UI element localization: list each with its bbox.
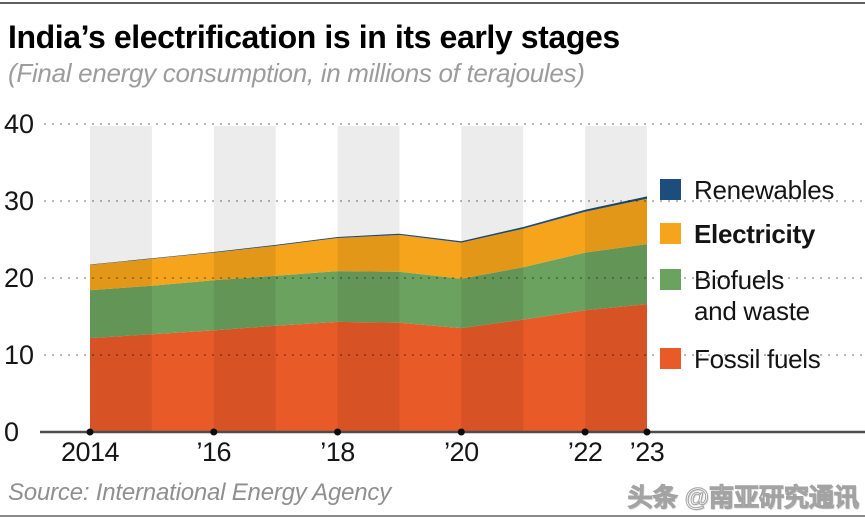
x-tick-label: 2014 [60,437,120,467]
background-band [213,126,276,431]
legend-item: Renewables [660,175,834,206]
y-tick-label: 30 [4,186,35,216]
top-divider [0,2,865,4]
axis-tick-dot [210,428,218,436]
legend-swatch-icon [660,223,681,244]
x-tick-label: ’20 [444,437,479,467]
source-credit: Source: International Energy Agency [8,479,392,506]
background-band [461,126,524,431]
y-tick-label: 20 [4,263,35,293]
legend-label: Biofuels and waste [694,265,810,326]
legend-swatch-icon [660,348,681,369]
y-tick-label: 0 [4,417,20,447]
y-tick-label: 10 [4,340,35,370]
legend-item: Biofuels and waste [660,265,810,327]
background-band [337,126,400,431]
watermark-text: 头条 @南亚研究通讯 [627,484,859,513]
area-electricity [90,198,647,291]
axis-tick-dot [86,428,94,436]
x-tick-label: ’23 [629,437,665,467]
background-band [90,126,152,431]
axis-tick-dot [581,428,589,436]
chart-title: India’s electrification is in its early … [8,19,620,55]
area-fossil-fuels [90,304,647,432]
x-tick-label: ’16 [196,437,232,467]
legend-label: Renewables [694,175,835,205]
bottom-divider [0,515,865,517]
axis-tick-dot [334,428,342,436]
legend-swatch-icon [660,179,681,200]
legend-label: Fossil fuels [694,344,821,374]
area-biofuels-and-waste [90,244,647,339]
legend-label: Electricity [694,219,815,249]
x-tick-label: ’18 [320,437,355,467]
legend-item: Fossil fuels [660,344,821,375]
axis-tick-dot [457,428,465,436]
chart-subtitle: (Final energy consumption, in millions o… [8,58,585,88]
axis-tick-dot [643,428,651,436]
legend-item: Electricity [660,219,815,250]
y-tick-label: 40 [4,109,35,139]
legend-swatch-icon [660,269,681,290]
background-band [585,126,647,431]
x-tick-label: ’22 [567,437,603,467]
